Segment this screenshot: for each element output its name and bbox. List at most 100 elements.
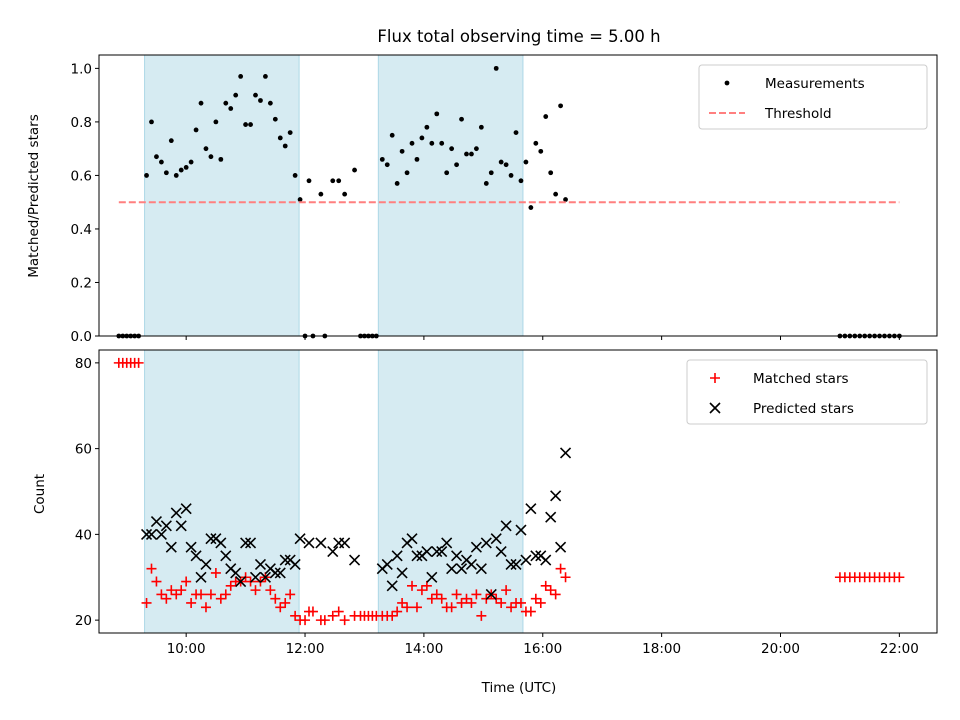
top-measurements-point xyxy=(424,124,430,130)
top-measurements-point xyxy=(548,170,554,176)
bottom-predicted-stars-point xyxy=(170,507,182,519)
bottom-axes-frame xyxy=(98,349,938,634)
bottom-matched-stars-point xyxy=(186,597,197,608)
top-measurements-point xyxy=(154,154,159,160)
top-shaded-span-0 xyxy=(144,54,300,337)
bottom-predicted-stars-point xyxy=(421,545,433,558)
top-y-tick-label: 0.4 xyxy=(71,222,92,238)
bottom-matched-stars-point xyxy=(215,593,226,604)
bottom-matched-stars-point xyxy=(476,610,487,621)
bottom-matched-stars-point xyxy=(397,597,408,608)
bottom-predicted-stars-point xyxy=(386,580,398,592)
top-measurements-point xyxy=(233,92,239,98)
top-measurements-point xyxy=(173,173,179,178)
bottom-matched-stars-point xyxy=(200,602,211,613)
bottom-predicted-stars-point xyxy=(279,554,291,566)
bottom-y-tick-label: 60 xyxy=(75,442,92,458)
top-legend-label: Measurements xyxy=(765,76,865,92)
top-measurements-point xyxy=(419,135,425,141)
x-tick-label: 10:00 xyxy=(167,641,206,657)
top-measurements-point xyxy=(493,65,499,71)
top-measurements-point xyxy=(330,178,336,184)
bottom-matched-stars-point xyxy=(421,580,432,591)
top-measurements-point xyxy=(454,162,459,168)
bottom-predicted-stars-point xyxy=(510,558,522,570)
bottom-predicted-stars-point xyxy=(339,537,351,549)
bottom-predicted-stars-point xyxy=(220,550,232,562)
top-measurements-point xyxy=(429,140,435,146)
top-measurements-point xyxy=(193,127,199,133)
bottom-matched-stars-point xyxy=(471,589,482,600)
top-measurements-point xyxy=(513,130,519,136)
top-measurements-point xyxy=(253,92,258,98)
bottom-matched-stars-point xyxy=(506,602,517,613)
bottom-predicted-stars-point xyxy=(396,567,408,579)
top-y-tick-label: 1.0 xyxy=(71,61,92,77)
bottom-matched-stars-point xyxy=(387,610,398,621)
top-measurements-point xyxy=(434,111,440,117)
bottom-matched-stars-point xyxy=(535,597,546,608)
bottom-predicted-stars-point xyxy=(274,567,286,579)
bottom-matched-stars-point xyxy=(225,580,236,591)
bottom-matched-stars-point xyxy=(181,576,192,587)
bottom-matched-stars-point xyxy=(265,585,276,596)
bottom-matched-stars-point xyxy=(555,563,566,574)
top-measurements-point xyxy=(478,124,484,130)
bottom-matched-stars-point xyxy=(146,563,157,574)
bottom-matched-stars-point xyxy=(220,589,231,600)
top-measurements-point xyxy=(282,143,288,149)
bottom-y-tick-label: 80 xyxy=(75,356,92,372)
x-tick-label: 14:00 xyxy=(404,641,443,657)
top-measurements-point xyxy=(144,173,149,178)
bottom-predicted-stars-point xyxy=(480,537,492,549)
bottom-predicted-stars-point xyxy=(215,537,227,549)
bottom-panel: 20 40 60 80 10:00 12:00 14:00 16:00 18:00 20:00 22… xyxy=(75,349,938,657)
bottom-matched-stars-point xyxy=(540,580,551,591)
bottom-matched-stars-point xyxy=(402,602,413,613)
bottom-matched-stars-point xyxy=(560,572,571,583)
bottom-y-axis-label: Count xyxy=(32,474,48,514)
top-measurements-point xyxy=(399,148,405,154)
bottom-matched-stars-point xyxy=(161,593,172,604)
bottom-matched-stars-point xyxy=(894,572,905,583)
bottom-matched-stars-point xyxy=(339,615,350,626)
top-measurements-point xyxy=(178,167,184,173)
top-legend xyxy=(698,64,928,130)
bottom-matched-stars-point xyxy=(156,589,167,600)
top-measurements-point xyxy=(228,106,234,111)
top-y-axis-label: Matched/Predicted stars xyxy=(26,114,42,277)
bottom-y-tick-label: 20 xyxy=(75,613,92,629)
top-measurements-point xyxy=(258,98,263,103)
top-panel: 0.0 0.2 0.4 0.6 0.8 1.0 Measurements Threshold xyxy=(71,54,938,345)
top-measurements-point xyxy=(188,159,194,165)
top-measurements-point xyxy=(563,197,568,202)
bottom-predicted-stars-point xyxy=(185,541,197,553)
top-measurements-point xyxy=(439,140,445,146)
bottom-matched-stars-point xyxy=(501,585,512,596)
top-measurements-point xyxy=(183,165,189,170)
bottom-matched-stars-point xyxy=(300,615,311,626)
bottom-predicted-stars-point xyxy=(475,563,487,575)
top-measurements-point xyxy=(543,114,549,119)
top-measurements-point xyxy=(263,74,268,79)
bottom-legend-marker xyxy=(710,373,720,383)
bottom-predicted-stars-point xyxy=(140,528,153,540)
top-measurements-point xyxy=(538,148,544,154)
bottom-legend-marker xyxy=(709,402,721,414)
bottom-predicted-stars-point xyxy=(540,554,552,566)
bottom-predicted-stars-point xyxy=(289,558,301,570)
bottom-legend-label: Matched stars xyxy=(753,371,849,387)
bottom-predicted-stars-point xyxy=(436,545,448,558)
bottom-matched-stars-point xyxy=(431,589,442,600)
bottom-predicted-stars-point xyxy=(555,541,567,553)
bottom-predicted-stars-point xyxy=(485,588,497,600)
bottom-matched-stars-point xyxy=(426,593,437,604)
bottom-predicted-stars-point xyxy=(230,567,242,579)
bottom-matched-stars-point xyxy=(327,610,338,621)
top-measurements-point xyxy=(533,140,539,146)
bottom-y-tick-label: 40 xyxy=(75,527,92,543)
bottom-matched-stars-point xyxy=(530,593,541,604)
bottom-matched-stars-point xyxy=(307,606,318,617)
bottom-predicted-stars-point xyxy=(559,447,572,459)
top-measurements-point xyxy=(459,116,464,122)
